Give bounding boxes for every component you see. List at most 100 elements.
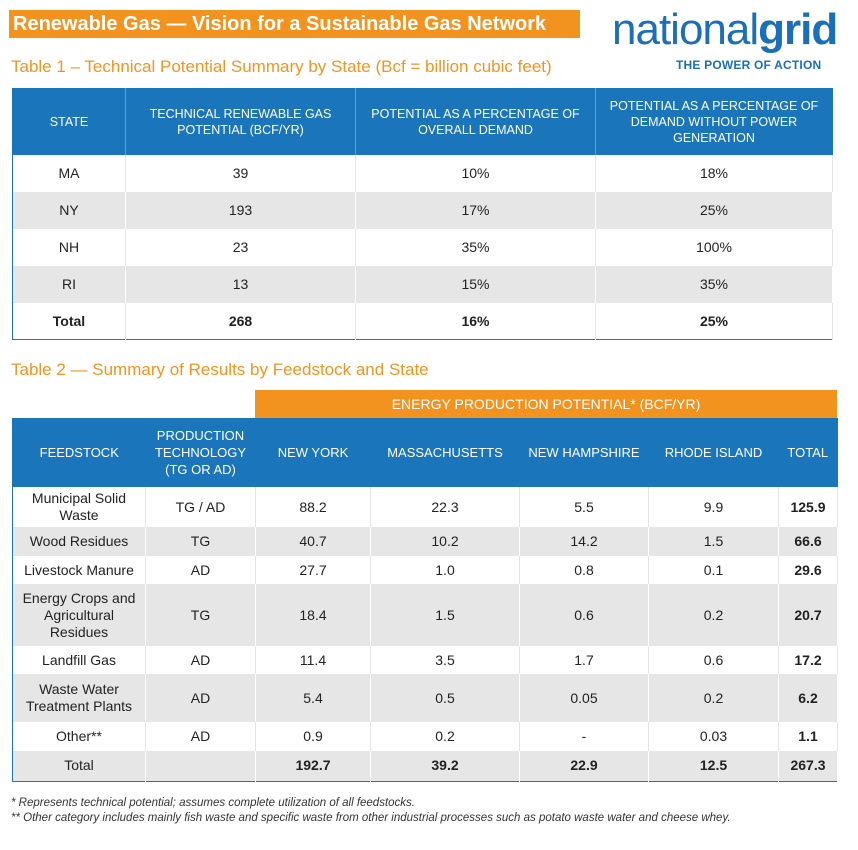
pct-no-power-cell: 100% [595, 228, 833, 266]
national-grid-logo: nationalgrid [612, 4, 838, 56]
column-header-massachusetts: MASSACHUSETTS [370, 418, 520, 487]
ny-cell: 5.4 [255, 674, 371, 722]
pct-overall-cell: 15% [355, 265, 596, 303]
ri-cell: 0.03 [648, 722, 779, 751]
table-row: Municipal Solid Waste TG / AD 88.2 22.3 … [12, 487, 838, 527]
potential-cell: 23 [125, 228, 356, 266]
state-cell: Total [12, 302, 126, 340]
nh-cell: 22.9 [519, 751, 649, 781]
column-header-technical-potential: TECHNICAL RENEWABLE GAS POTENTIAL (BCF/Y… [125, 88, 356, 155]
table-row: MA 39 10% 18% [12, 154, 833, 192]
state-cell: NY [12, 191, 126, 229]
pct-overall-cell: 10% [355, 154, 596, 192]
feedstock-cell: Wood Residues [12, 527, 146, 556]
ri-cell: 0.6 [648, 646, 779, 674]
table1-caption: Table 1 – Technical Potential Summary by… [11, 57, 552, 76]
potential-cell: 268 [125, 302, 356, 340]
column-header-pct-overall-demand: POTENTIAL AS A PERCENTAGE OF OVERALL DEM… [355, 88, 596, 155]
ny-cell: 0.9 [255, 722, 371, 751]
table2-caption: Table 2 — Summary of Results by Feedstoc… [11, 360, 429, 379]
ma-cell: 0.2 [370, 722, 520, 751]
column-header-total: TOTAL [778, 418, 838, 487]
state-summary-table: STATE TECHNICAL RENEWABLE GAS POTENTIAL … [12, 88, 833, 340]
feedstock-cell: Total [12, 751, 146, 781]
column-header-state: STATE [12, 88, 126, 155]
ny-cell: 27.7 [255, 556, 371, 584]
pct-no-power-cell: 25% [595, 191, 833, 229]
technology-cell: AD [145, 722, 256, 751]
total-cell: 125.9 [778, 487, 838, 527]
table-total-row: Total 268 16% 25% [12, 302, 833, 340]
nh-cell: - [519, 722, 649, 751]
table-header-row: STATE TECHNICAL RENEWABLE GAS POTENTIAL … [12, 88, 833, 155]
energy-production-band: ENERGY PRODUCTION POTENTIAL* (BCF/YR) [255, 390, 837, 418]
table-row: Livestock Manure AD 27.7 1.0 0.8 0.1 29.… [12, 556, 838, 584]
pct-overall-cell: 16% [355, 302, 596, 340]
ma-cell: 10.2 [370, 527, 520, 556]
potential-cell: 13 [125, 265, 356, 303]
logo-tagline: THE POWER OF ACTION [676, 58, 822, 72]
ma-cell: 0.5 [370, 674, 520, 722]
total-cell: 1.1 [778, 722, 838, 751]
state-cell: NH [12, 228, 126, 266]
pct-no-power-cell: 18% [595, 154, 833, 192]
potential-cell: 39 [125, 154, 356, 192]
nh-cell: 14.2 [519, 527, 649, 556]
table-row: Energy Crops and Agricultural Residues T… [12, 584, 838, 646]
technology-cell: TG [145, 584, 256, 646]
pct-no-power-cell: 25% [595, 302, 833, 340]
feedstock-results-table: FEEDSTOCK PRODUCTION TECHNOLOGY (TG OR A… [12, 418, 838, 782]
pct-overall-cell: 17% [355, 191, 596, 229]
nh-cell: 0.8 [519, 556, 649, 584]
technology-cell: TG [145, 527, 256, 556]
total-cell: 267.3 [778, 751, 838, 781]
nh-cell: 1.7 [519, 646, 649, 674]
ri-cell: 0.1 [648, 556, 779, 584]
ri-cell: 0.2 [648, 674, 779, 722]
column-header-new-hampshire: NEW HAMPSHIRE [519, 418, 649, 487]
feedstock-cell: Waste Water Treatment Plants [12, 674, 146, 722]
table-row: Wood Residues TG 40.7 10.2 14.2 1.5 66.6 [12, 527, 838, 556]
potential-cell: 193 [125, 191, 356, 229]
technology-cell: TG / AD [145, 487, 256, 527]
page-title: Renewable Gas — Vision for a Sustainable… [9, 10, 580, 38]
table-row: NH 23 35% 100% [12, 228, 833, 266]
table-header-row: FEEDSTOCK PRODUCTION TECHNOLOGY (TG OR A… [12, 418, 838, 487]
feedstock-cell: Landfill Gas [12, 646, 146, 674]
total-cell: 20.7 [778, 584, 838, 646]
technology-cell: AD [145, 674, 256, 722]
ri-cell: 1.5 [648, 527, 779, 556]
table-row: RI 13 15% 35% [12, 265, 833, 303]
table-row: Other** AD 0.9 0.2 - 0.03 1.1 [12, 722, 838, 751]
ma-cell: 3.5 [370, 646, 520, 674]
ny-cell: 88.2 [255, 487, 371, 527]
logo-text-national: national [612, 5, 759, 54]
table-row: Waste Water Treatment Plants AD 5.4 0.5 … [12, 674, 838, 722]
total-cell: 17.2 [778, 646, 838, 674]
ri-cell: 9.9 [648, 487, 779, 527]
state-cell: MA [12, 154, 126, 192]
feedstock-cell: Other** [12, 722, 146, 751]
ri-cell: 12.5 [648, 751, 779, 781]
column-header-feedstock: FEEDSTOCK [12, 418, 146, 487]
ri-cell: 0.2 [648, 584, 779, 646]
feedstock-cell: Municipal Solid Waste [12, 487, 146, 527]
total-cell: 6.2 [778, 674, 838, 722]
ma-cell: 39.2 [370, 751, 520, 781]
technology-cell: AD [145, 556, 256, 584]
total-cell: 29.6 [778, 556, 838, 584]
pct-no-power-cell: 35% [595, 265, 833, 303]
total-cell: 66.6 [778, 527, 838, 556]
ny-cell: 192.7 [255, 751, 371, 781]
column-header-new-york: NEW YORK [255, 418, 371, 487]
ma-cell: 1.5 [370, 584, 520, 646]
column-header-pct-demand-no-power: POTENTIAL AS A PERCENTAGE OF DEMAND WITH… [595, 88, 833, 155]
column-header-technology: PRODUCTION TECHNOLOGY (TG OR AD) [145, 418, 256, 487]
ny-cell: 40.7 [255, 527, 371, 556]
technology-cell [145, 751, 256, 781]
pct-overall-cell: 35% [355, 228, 596, 266]
nh-cell: 5.5 [519, 487, 649, 527]
ma-cell: 22.3 [370, 487, 520, 527]
ny-cell: 18.4 [255, 584, 371, 646]
technology-cell: AD [145, 646, 256, 674]
